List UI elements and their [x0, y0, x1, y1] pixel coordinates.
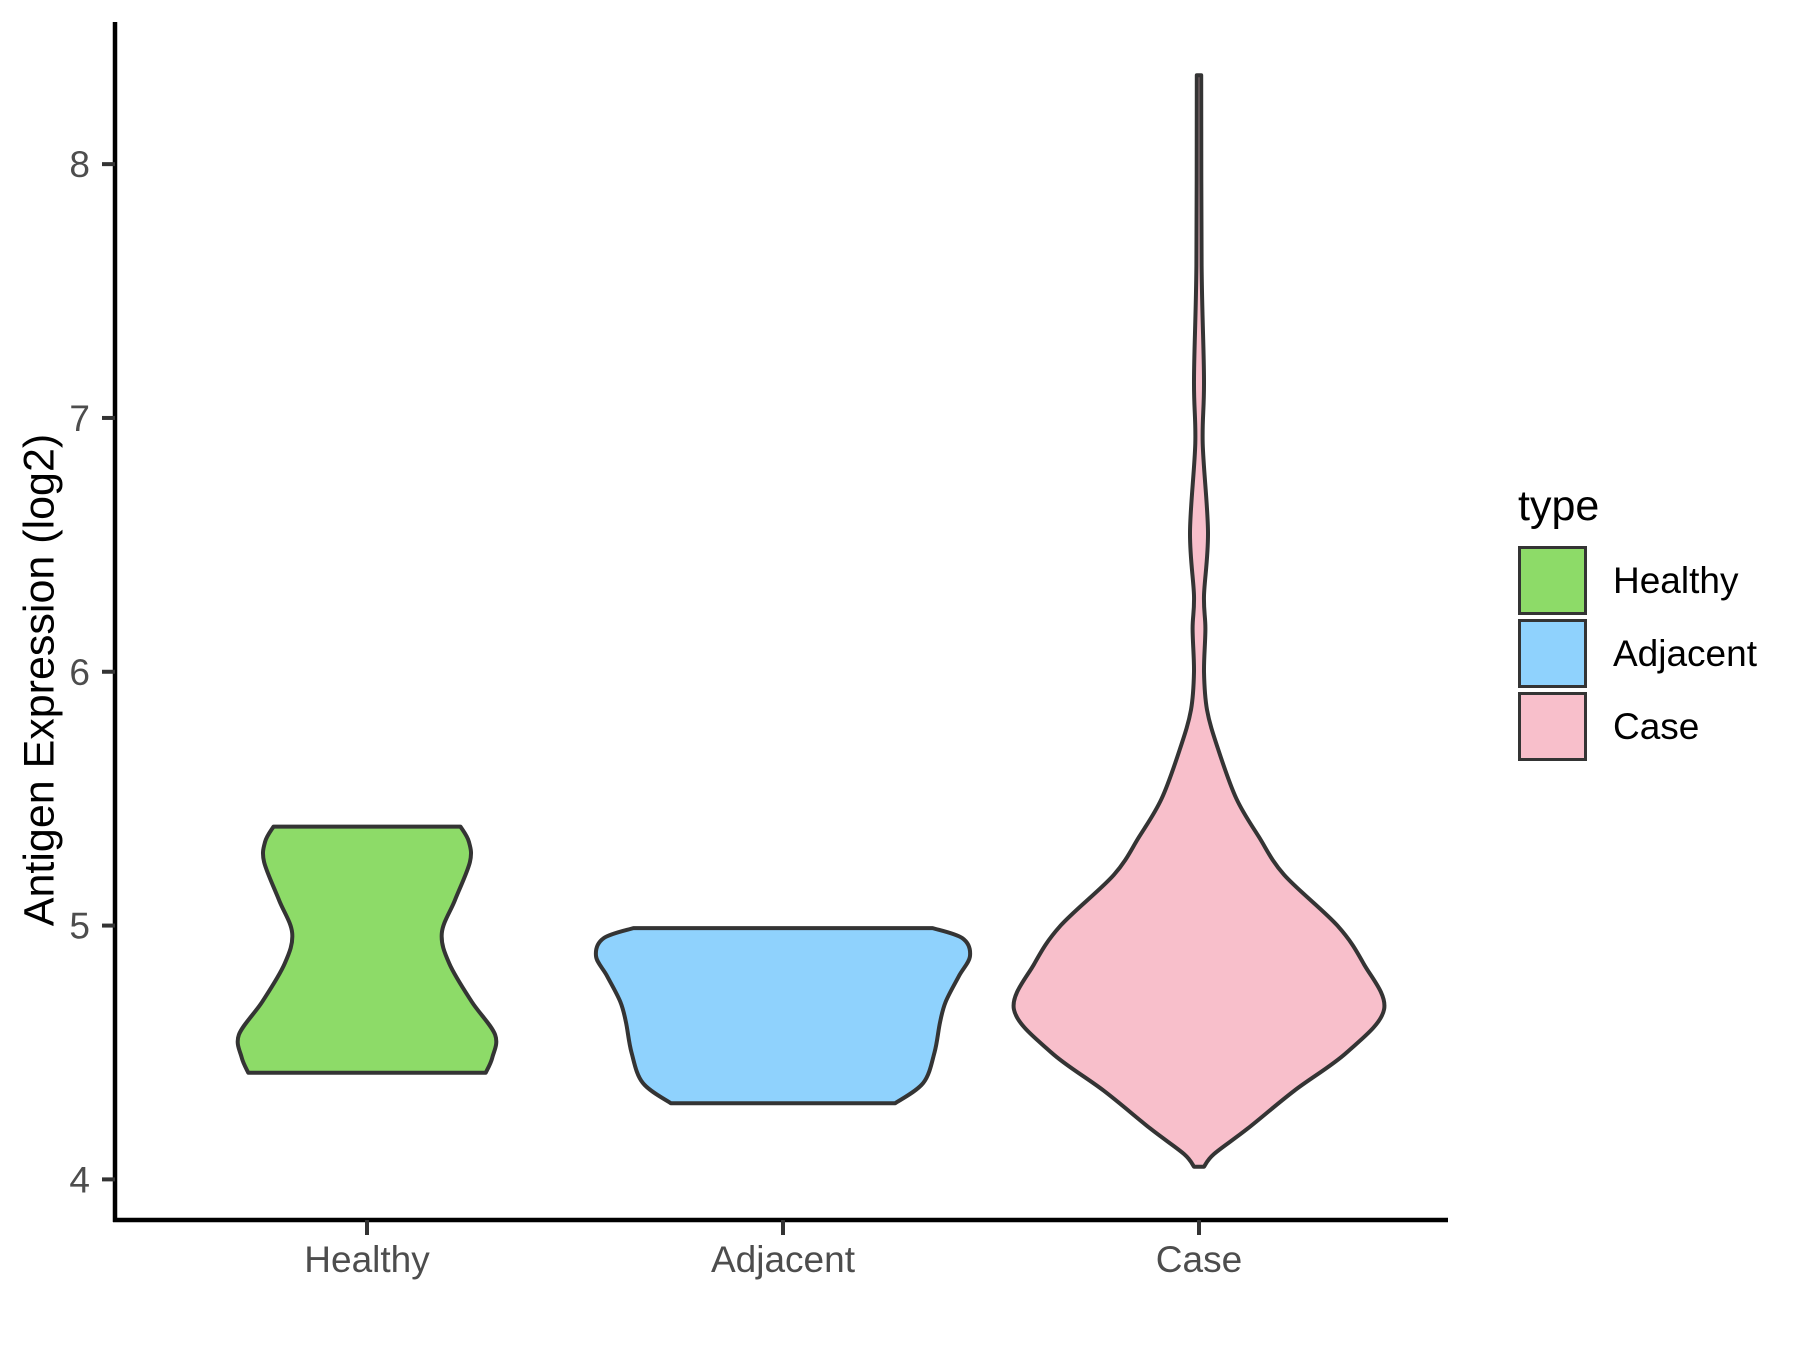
legend-swatch-case: [1518, 692, 1587, 761]
x-tick-label-healthy: Healthy: [304, 1239, 430, 1280]
violin-healthy: [235, 824, 499, 1075]
y-tick-label-4: 4: [69, 1159, 90, 1200]
legend-swatch-adjacent: [1518, 619, 1587, 688]
legend-items: Healthy Adjacent Case: [1518, 546, 1757, 761]
y-axis-title: Antigen Expression (log2): [15, 433, 64, 927]
x-tick-label-case: Case: [1156, 1239, 1242, 1280]
legend-item-case: Case: [1518, 692, 1757, 761]
legend-label-healthy: Healthy: [1613, 559, 1739, 601]
y-tick-label-8: 8: [69, 144, 90, 185]
legend-item-healthy: Healthy: [1518, 546, 1757, 615]
legend-title: type: [1518, 482, 1600, 530]
legend-label-adjacent: Adjacent: [1613, 632, 1757, 674]
legend-label-case: Case: [1613, 705, 1700, 747]
violin-adjacent: [593, 926, 973, 1106]
violin-case: [1011, 73, 1387, 1169]
y-tick-label-7: 7: [69, 398, 90, 439]
y-tick-label-5: 5: [69, 906, 90, 947]
legend: type Healthy Adjacent Case: [1518, 484, 1757, 765]
x-tick-label-adjacent: Adjacent: [711, 1239, 856, 1280]
legend-swatch-healthy: [1518, 546, 1587, 615]
legend-item-adjacent: Adjacent: [1518, 619, 1757, 688]
y-tick-label-6: 6: [69, 652, 90, 693]
